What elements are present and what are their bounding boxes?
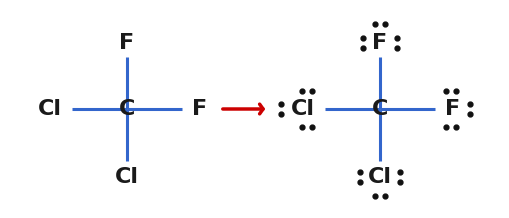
Text: Cl: Cl [291,99,315,119]
Text: Cl: Cl [115,167,139,187]
Text: Cl: Cl [367,167,391,187]
Text: F: F [119,33,134,53]
Text: C: C [119,99,135,119]
Text: F: F [444,99,460,119]
Text: C: C [371,99,387,119]
Text: F: F [372,33,387,53]
Text: F: F [192,99,207,119]
Text: Cl: Cl [38,99,62,119]
